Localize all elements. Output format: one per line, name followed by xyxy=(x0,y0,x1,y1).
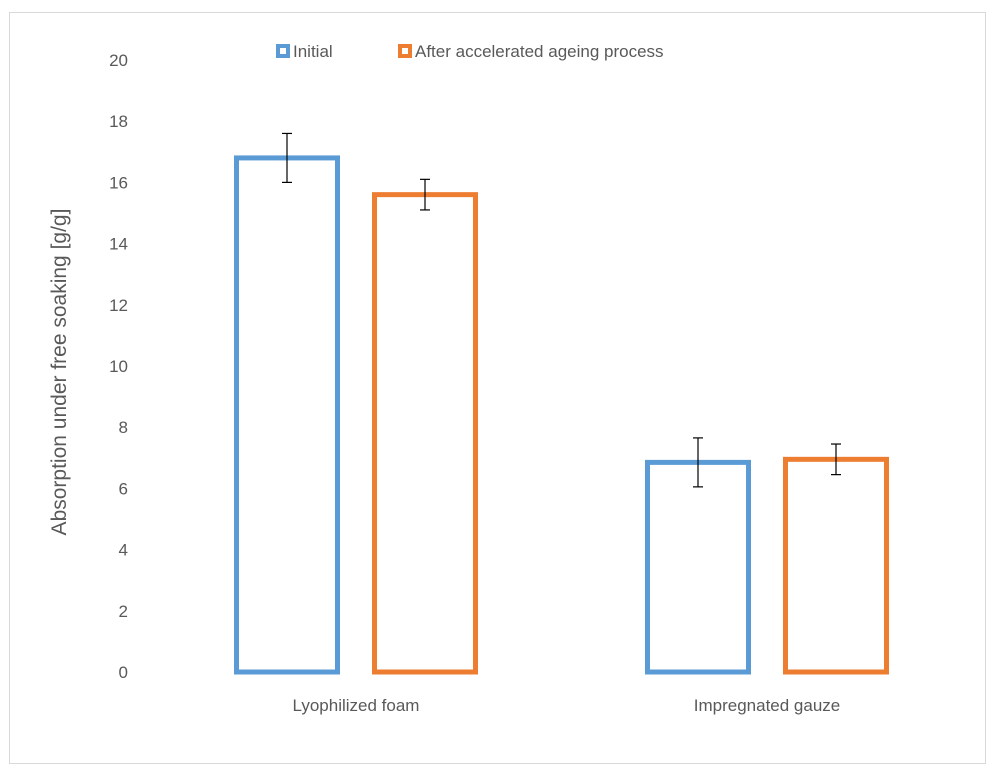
y-tick-label: 12 xyxy=(109,296,128,315)
y-tick-label: 14 xyxy=(109,235,128,254)
bar-after-ageing-1 xyxy=(783,456,889,675)
x-axis: Lyophilized foam Impregnated gauze xyxy=(293,696,841,715)
legend-item: After accelerated ageing process xyxy=(398,42,664,61)
y-tick-label: 16 xyxy=(109,173,128,192)
legend-label: After accelerated ageing process xyxy=(415,42,664,61)
error-bar xyxy=(282,132,292,183)
bars xyxy=(234,155,889,675)
legend: Initial After accelerated ageing process xyxy=(276,42,664,61)
y-tick-label: 6 xyxy=(119,479,128,498)
y-tick-label: 20 xyxy=(109,51,128,70)
y-axis-title: Absorption under free soaking [g/g] xyxy=(48,209,71,536)
legend-label: Initial xyxy=(293,42,333,61)
y-tick-label: 10 xyxy=(109,357,128,376)
bar-after-ageing-0 xyxy=(372,192,478,675)
y-tick-label: 0 xyxy=(119,663,128,682)
y-tick-label: 2 xyxy=(119,602,128,621)
y-tick-label: 8 xyxy=(119,418,128,437)
error-bars xyxy=(282,132,841,488)
y-tick-label: 4 xyxy=(119,541,128,560)
y-axis: 0 2 4 6 8 10 12 14 16 18 20 xyxy=(109,51,128,682)
error-bar xyxy=(420,178,430,211)
bar-initial-0 xyxy=(234,155,340,675)
x-tick-label: Lyophilized foam xyxy=(293,696,420,715)
legend-item: Initial xyxy=(276,42,333,61)
x-tick-label: Impregnated gauze xyxy=(694,696,841,715)
chart-frame xyxy=(9,12,986,764)
legend-swatch-inner xyxy=(402,48,408,54)
error-bar xyxy=(831,443,841,476)
legend-swatch-inner xyxy=(280,48,286,54)
y-tick-label: 18 xyxy=(109,112,128,131)
error-bar xyxy=(693,437,703,488)
bar-initial-1 xyxy=(645,459,751,675)
